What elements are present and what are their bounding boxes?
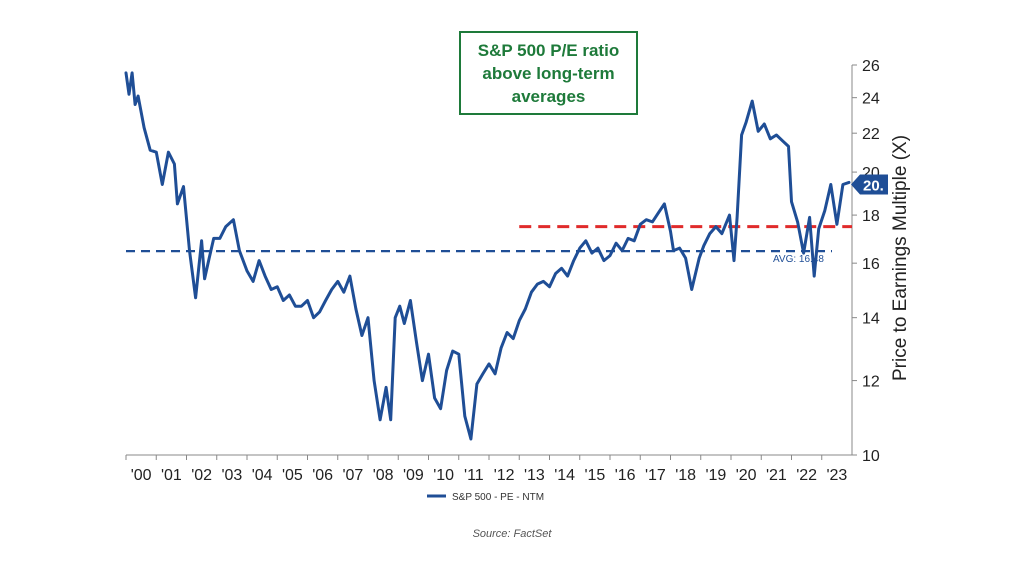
x-tick-label: '06 [312, 467, 333, 484]
x-tick-label: '21 [766, 467, 787, 484]
current-value-badge: 20. [851, 174, 888, 195]
x-tick-label: '22 [796, 467, 817, 484]
chart-title-box: S&P 500 P/E ratio above long-term averag… [459, 31, 638, 115]
y-tick-label: 12 [862, 374, 880, 391]
x-tick-label: '19 [705, 467, 726, 484]
x-tick-label: '18 [675, 467, 696, 484]
x-tick-label: '13 [524, 467, 545, 484]
x-tick-label: '23 [826, 467, 847, 484]
source-note: Source: FactSet [473, 528, 553, 540]
x-tick-label: '09 [403, 467, 424, 484]
y-tick-label: 14 [862, 311, 880, 328]
x-tick-label: '17 [645, 467, 666, 484]
x-tick-label: '10 [433, 467, 454, 484]
x-tick-label: '12 [494, 467, 515, 484]
reference-lines [126, 225, 852, 253]
y-tick-label: 16 [862, 256, 880, 273]
y-tick-label: 26 [862, 58, 880, 75]
x-tick-label: '08 [373, 467, 394, 484]
y-tick-label: 22 [862, 126, 880, 143]
x-tick-label: '20 [736, 467, 757, 484]
y-tick-label: 24 [862, 91, 880, 108]
x-axis-ticks: '00 '01 '02 '03 '04 '05 '06 '07 '08 '09 '10 '11 '12 '… [125, 455, 847, 484]
chart-title: S&P 500 P/E ratio above long-term averag… [477, 40, 620, 106]
y-axis-title: Price to Earnings Multiple (X) [890, 135, 911, 381]
x-tick-label: '16 [615, 467, 636, 484]
y-tick-label: 10 [862, 448, 880, 465]
series-line [124, 71, 851, 441]
average-line-label: AVG: 16.48 [773, 254, 824, 265]
legend: S&P 500 - PE - NTM [427, 492, 544, 503]
x-tick-label: '01 [161, 467, 182, 484]
x-tick-label: '02 [191, 467, 212, 484]
current-value-text: 20. [863, 178, 884, 195]
x-tick-label: '00 [131, 467, 152, 484]
legend-label: S&P 500 - PE - NTM [452, 492, 544, 503]
x-tick-label: '07 [342, 467, 363, 484]
series-layer [124, 71, 851, 441]
x-tick-label: '14 [554, 467, 575, 484]
current-value-marker [851, 174, 888, 195]
x-tick-label: '15 [584, 467, 605, 484]
x-tick-label: '05 [282, 467, 303, 484]
y-tick-label: 18 [862, 208, 880, 225]
x-tick-label: '11 [464, 467, 484, 484]
x-tick-label: '03 [221, 467, 242, 484]
chart-frame [126, 65, 853, 456]
x-tick-label: '04 [252, 467, 273, 484]
